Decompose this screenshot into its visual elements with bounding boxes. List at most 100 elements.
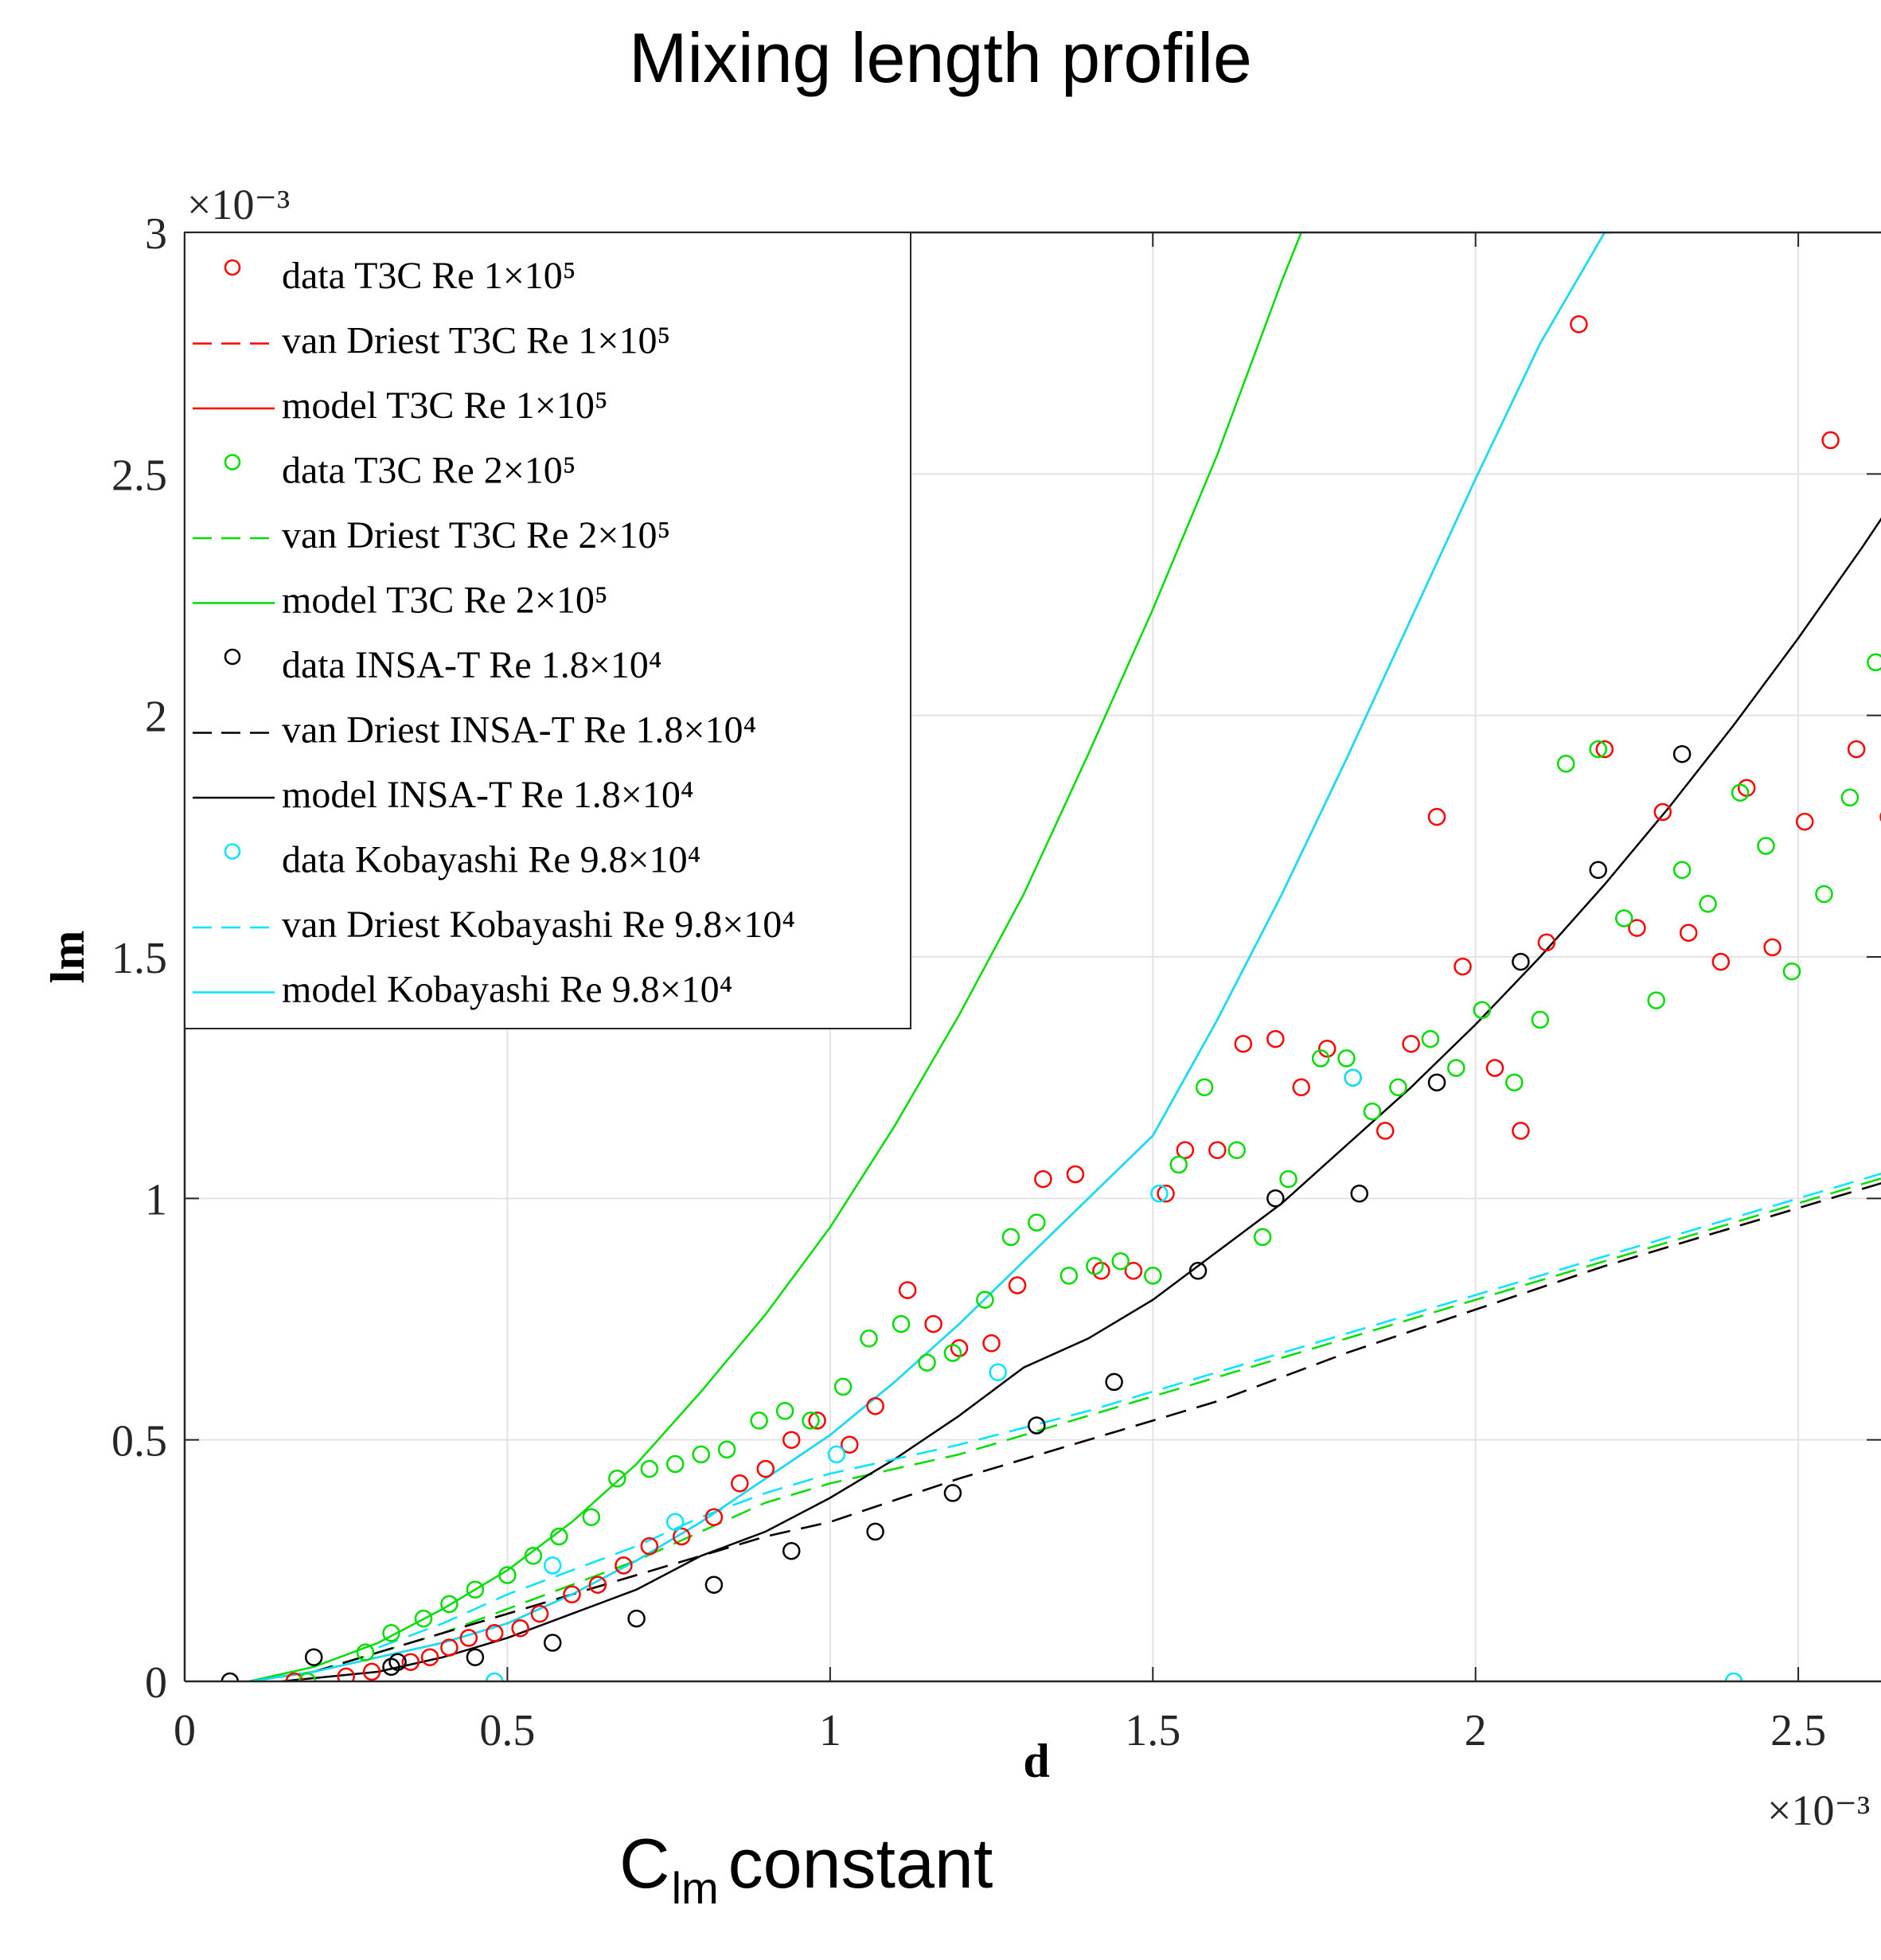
data-point [414,1609,433,1628]
data-point [782,1541,801,1560]
data-point [1847,740,1866,759]
data-point [1595,740,1614,759]
legend-label: model T3C Re 2×10⁵ [282,580,608,622]
data-point [356,1643,375,1661]
data-point [1028,1213,1046,1232]
data-point [808,1411,826,1430]
data-point [382,1624,400,1642]
data-point [1266,1029,1285,1048]
data-point [1028,1416,1046,1435]
data-point [1227,1141,1246,1159]
legend: data T3C Re 1×10⁵ van Driest T3C Re 1×10⁵… [184,232,911,1029]
data-point [1757,837,1775,855]
legend-label: data INSA-T Re 1.8×10⁴ [282,644,662,686]
data-point [1427,1073,1446,1091]
data-point [1150,1185,1169,1203]
data-point [401,1653,420,1671]
data-point [704,1508,724,1526]
data-point [1589,740,1607,759]
legend-entries: data T3C Re 1×10⁵ van Driest T3C Re 1×10⁵… [193,255,795,1011]
data-point [1589,861,1607,880]
legend-label: van Driest INSA-T Re 1.8×10⁴ [282,709,756,752]
data-point [1421,1029,1440,1048]
data-point [337,1667,355,1681]
data-point [298,1672,317,1681]
data-point [1821,431,1840,450]
series-line [248,1182,1881,1681]
data-point [1570,315,1588,334]
legend-label: model Kobayashi Re 9.8×10⁴ [282,969,732,1011]
data-point [1647,991,1665,1009]
series-line [281,517,1881,1681]
data-point [976,1290,994,1309]
y-tick-label: 0.5 [111,1417,167,1466]
data-point [388,1653,407,1671]
data-point [550,1527,568,1546]
data-point [1763,938,1781,957]
data-point [782,1431,801,1449]
data-point [1176,1141,1195,1159]
y-axis-label: lm [41,931,94,984]
data-point [756,1459,775,1478]
data-point [1731,783,1750,802]
data-point [485,1624,504,1642]
data-point [1815,884,1833,904]
data-point [1234,1034,1253,1053]
data-point [466,1580,485,1599]
data-point [511,1619,529,1638]
data-point [1001,1228,1021,1247]
data-point [1840,788,1860,807]
data-point [1144,1267,1162,1285]
data-point [582,1508,601,1526]
data-point [1427,807,1446,826]
series-line [248,232,1611,1681]
data-point [1008,1276,1027,1294]
legend-marker [224,843,241,860]
y-exponent-label: ×10⁻³ [187,181,290,228]
data-point [918,1353,936,1372]
data-point [989,1363,1007,1381]
data-point [982,1334,1001,1353]
data-point [1782,962,1801,981]
x-axis-label: d [1023,1735,1049,1787]
data-point [530,1604,549,1623]
data-point [802,1411,820,1430]
data-point [1614,909,1633,927]
data-point [524,1547,543,1565]
data-point [860,1329,878,1348]
legend-label: model T3C Re 1×10⁵ [282,385,608,427]
y-tick-label: 0 [145,1658,167,1708]
data-point [1795,812,1814,831]
data-point [1512,1122,1530,1140]
x-tick-label: 0.5 [479,1706,535,1755]
legend-label: model INSA-T Re 1.8×10⁴ [282,774,694,816]
data-point [1279,1169,1298,1189]
x-tick-label: 2 [1465,1706,1487,1755]
data-point [943,1344,962,1362]
y-tick-label: 2.5 [111,451,167,500]
y-tick-label: 2 [145,693,167,742]
y-tick-label: 3 [145,209,167,259]
data-point [1447,1059,1465,1077]
data-point [692,1445,710,1464]
marker-layer [220,315,1881,1681]
data-point [840,1435,859,1454]
data-point [1724,1672,1743,1681]
data-point [1363,1102,1382,1121]
y-tick-label: 1 [145,1175,167,1224]
legend-marker [224,454,241,470]
data-point [1402,1034,1420,1053]
data-point [1537,933,1556,952]
legend-label: data T3C Re 1×10⁵ [282,255,576,297]
data-point [1034,1169,1052,1189]
legend-marker [224,259,241,276]
data-point [1350,1185,1368,1203]
series-line [377,1172,1881,1649]
data-point [1157,1185,1175,1203]
data-point [924,1314,942,1333]
data-point [420,1648,439,1666]
data-point [1389,1078,1407,1097]
data-point [665,1513,685,1532]
data-point [866,1396,884,1415]
